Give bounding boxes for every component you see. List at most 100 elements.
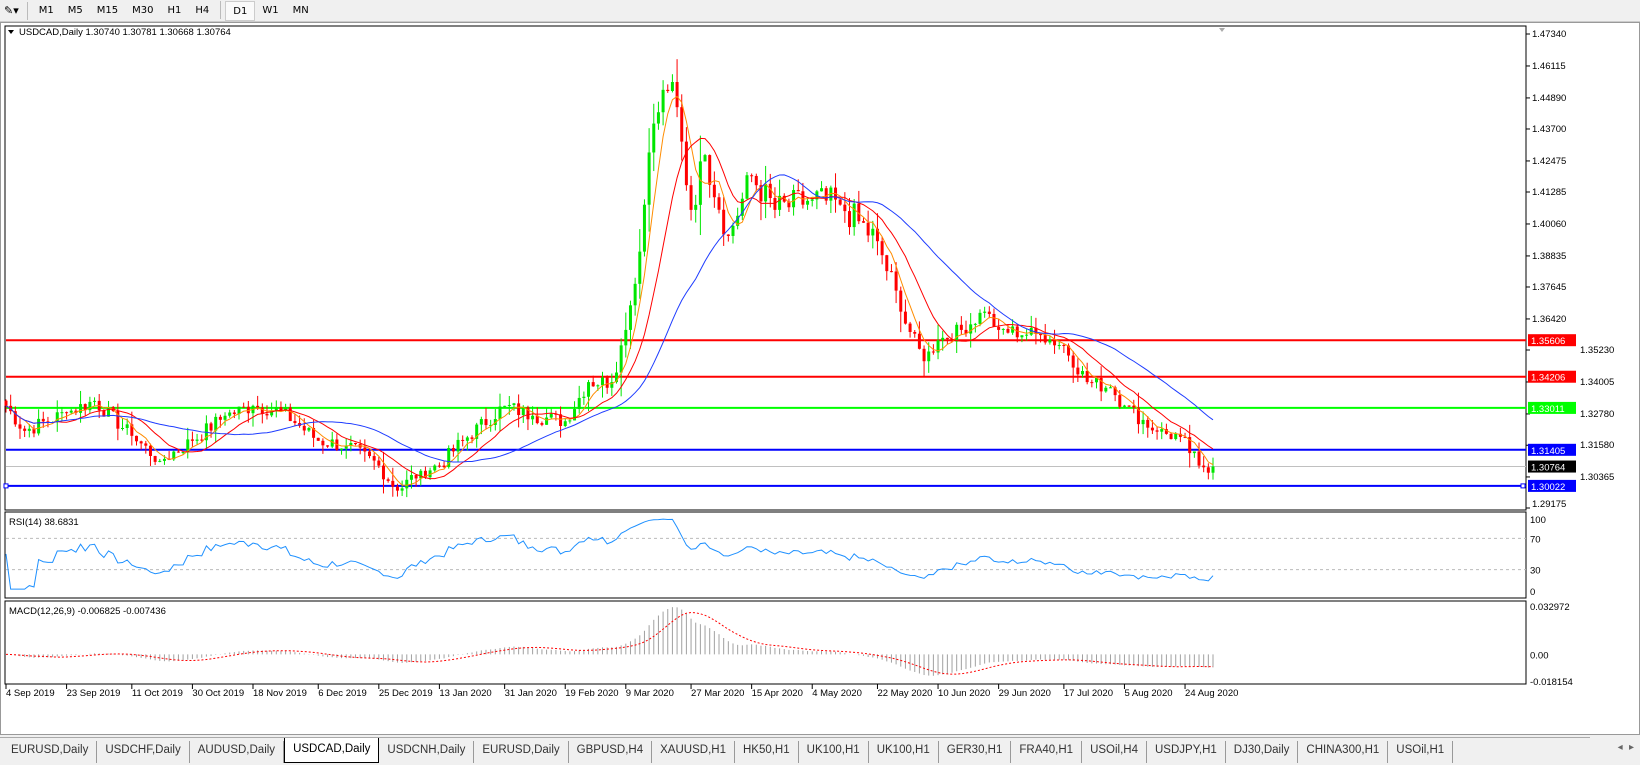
candle-body — [997, 326, 1001, 330]
date-tick-label: 4 May 2020 — [812, 688, 862, 699]
candle-body — [437, 465, 441, 467]
price-level-label: 1.31405 — [1531, 446, 1565, 457]
chart-tab[interactable]: GBPUSD,H4 — [569, 741, 653, 763]
candle-body — [675, 82, 679, 108]
timeframe-h1[interactable]: H1 — [167, 4, 182, 16]
date-tick-label: 23 Sep 2019 — [67, 688, 121, 699]
candle-body — [587, 382, 591, 397]
candle-body — [395, 486, 399, 491]
timeframe-mn[interactable]: MN — [292, 4, 309, 16]
candle-body — [223, 415, 227, 420]
candle-body — [950, 339, 954, 342]
timeframe-h4[interactable]: H4 — [195, 4, 210, 16]
chart-window[interactable]: 1.47340 1.46115 1.44890 1.43700 1.42475 1.412… — [0, 22, 1640, 735]
candle-body — [503, 405, 507, 407]
chart-tab[interactable]: UK100,H1 — [869, 741, 939, 763]
candle-body — [1015, 326, 1019, 338]
candle-body — [526, 407, 530, 420]
chart-tab[interactable]: FRA40,H1 — [1011, 741, 1083, 763]
timeframe-toolbar: ✎▾ M1 M5 M15 M30 H1 H4 D1 W1 MN — [0, 0, 1640, 22]
candle-body — [148, 445, 152, 456]
timeframe-w1[interactable]: W1 — [262, 4, 279, 16]
candle-body — [1174, 433, 1178, 440]
candle-body — [456, 439, 460, 452]
candle-body — [176, 451, 180, 453]
timeframe-m30[interactable]: M30 — [132, 4, 154, 16]
timeframe-d1[interactable]: D1 — [225, 0, 256, 21]
candle-body — [796, 190, 800, 192]
candle-body — [284, 407, 288, 411]
toolbar-separator — [26, 1, 28, 20]
candle-body — [773, 198, 777, 210]
chart-tab[interactable]: UK100,H1 — [799, 741, 869, 763]
chart-tab[interactable]: DJ30,Daily — [1226, 741, 1299, 763]
candle-body — [1169, 433, 1173, 440]
candle-body — [195, 439, 199, 441]
chart-symbol-header: USDCAD,Daily 1.30740 1.30781 1.30668 1.3… — [19, 27, 231, 38]
candle-body — [405, 479, 409, 489]
rsi-tick-label: 30 — [1530, 566, 1541, 577]
candle-body — [83, 404, 87, 411]
candle-body — [1085, 371, 1089, 383]
chart-tab[interactable]: GER30,H1 — [939, 741, 1012, 763]
candle-body — [190, 439, 194, 441]
candle-body — [866, 222, 870, 236]
current-price-label: 1.30764 — [1531, 463, 1565, 474]
candle-body — [367, 451, 371, 457]
macd-tick-label: -0.018154 — [1530, 677, 1573, 688]
chart-tab[interactable]: HK50,H1 — [735, 741, 799, 763]
candle-body — [722, 209, 726, 235]
candle-body — [549, 413, 553, 418]
candle-body — [731, 225, 735, 236]
candle-body — [531, 415, 535, 420]
timeframe-m5[interactable]: M5 — [67, 4, 83, 16]
chart-tab[interactable]: XAUUSD,H1 — [652, 741, 735, 763]
candle-body — [708, 155, 712, 185]
candle-body — [186, 439, 190, 452]
chart-tab[interactable]: EURUSD,Daily — [474, 741, 569, 763]
chart-tabs: EURUSD,Daily USDCHF,Daily AUDUSD,Daily USDC… — [0, 737, 1590, 765]
candle-body — [1160, 429, 1164, 432]
candle-body — [656, 112, 660, 124]
tab-scroll-arrows[interactable]: ◂ ▸ — [1617, 742, 1634, 753]
candle-body — [964, 329, 968, 334]
candle-body — [647, 152, 651, 205]
candle-body — [726, 234, 730, 236]
chart-tab[interactable]: USOil,H4 — [1082, 741, 1147, 763]
chart-tab[interactable]: USOil,H1 — [1388, 741, 1454, 763]
draw-tool-icon[interactable]: ✎▾ — [4, 4, 19, 17]
chart-tab[interactable]: USDJPY,H1 — [1147, 741, 1226, 763]
candle-body — [820, 188, 824, 192]
chart-tab[interactable]: EURUSD,Daily — [3, 741, 98, 763]
candle-body — [810, 199, 814, 201]
candle-body — [880, 241, 884, 256]
chart-tab[interactable]: USDCHF,Daily — [97, 741, 190, 763]
candle-body — [1211, 466, 1215, 473]
macd-panel-frame — [4, 600, 1527, 685]
timeframe-m15[interactable]: M15 — [96, 4, 119, 16]
candle-body — [279, 407, 283, 411]
chart-tab[interactable]: USDCAD,Daily — [284, 738, 380, 763]
candle-body — [680, 107, 684, 142]
chart-tab[interactable]: AUDUSD,Daily — [190, 741, 285, 763]
chart-canvas[interactable]: 1.47340 1.46115 1.44890 1.43700 1.42475 1.412… — [1, 23, 1640, 736]
chart-tab[interactable]: USDCNH,Daily — [379, 741, 475, 763]
timeframe-m1[interactable]: M1 — [38, 4, 54, 16]
candle-body — [628, 305, 632, 330]
chart-tab[interactable]: CHINA300,H1 — [1298, 741, 1389, 763]
price-tick-label: 1.41285 — [1532, 187, 1566, 198]
candle-body — [582, 396, 586, 398]
macd-signal-line — [5, 611, 1214, 675]
candle-body — [778, 195, 782, 210]
candle-body — [69, 410, 73, 413]
date-tick-label: 15 Apr 2020 — [752, 688, 803, 699]
date-tick-label: 18 Nov 2019 — [253, 688, 307, 699]
candle-body — [1025, 334, 1029, 336]
candle-body — [638, 251, 642, 284]
price-tick-label: 1.35230 — [1580, 345, 1614, 356]
candle-body — [214, 416, 218, 431]
date-tick-label: 11 Oct 2019 — [132, 688, 183, 699]
candle-body — [689, 185, 693, 210]
candle-body — [256, 405, 260, 408]
candle-body — [232, 412, 236, 414]
